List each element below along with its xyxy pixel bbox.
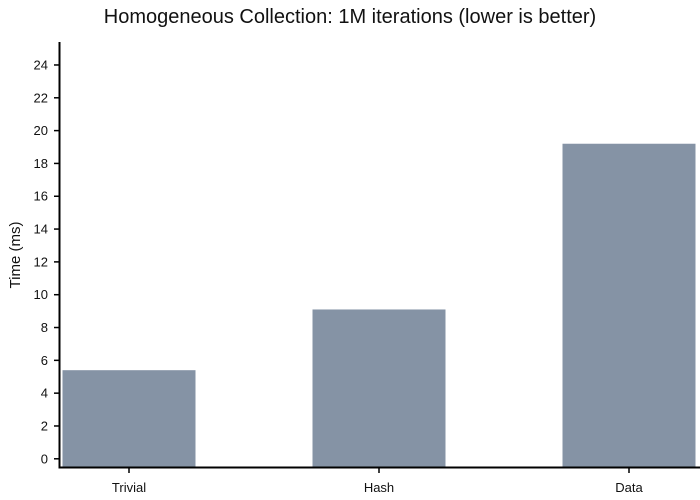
bars-layer: [62, 143, 696, 467]
x-tick-label-trivial: Trivial: [112, 480, 146, 495]
bar-trivial: [62, 370, 196, 467]
y-tick-label: 24: [34, 57, 48, 72]
y-tick-label: 2: [41, 418, 48, 433]
chart-title: Homogeneous Collection: 1M iterations (l…: [103, 6, 597, 28]
y-tick-label: 18: [34, 156, 48, 171]
y-tick-label: 12: [34, 254, 48, 269]
x-axis: Trivial Hash Data: [58, 466, 700, 495]
y-tick-label: 20: [34, 123, 48, 138]
y-tick-label: 0: [41, 451, 48, 466]
y-axis-label: Time (ms): [7, 222, 24, 289]
y-tick-label: 16: [34, 189, 48, 204]
y-tick-label: 8: [41, 320, 48, 335]
bar-hash: [312, 309, 446, 467]
y-tick-label: 10: [34, 287, 48, 302]
y-tick-label: 6: [41, 353, 48, 368]
y-tick-label: 4: [41, 386, 48, 401]
x-tick-label-hash: Hash: [364, 480, 394, 495]
x-tick-label-data: Data: [615, 480, 643, 495]
y-tick-label: 14: [34, 222, 48, 237]
y-tick-label: 22: [34, 90, 48, 105]
bar-data: [562, 143, 696, 467]
